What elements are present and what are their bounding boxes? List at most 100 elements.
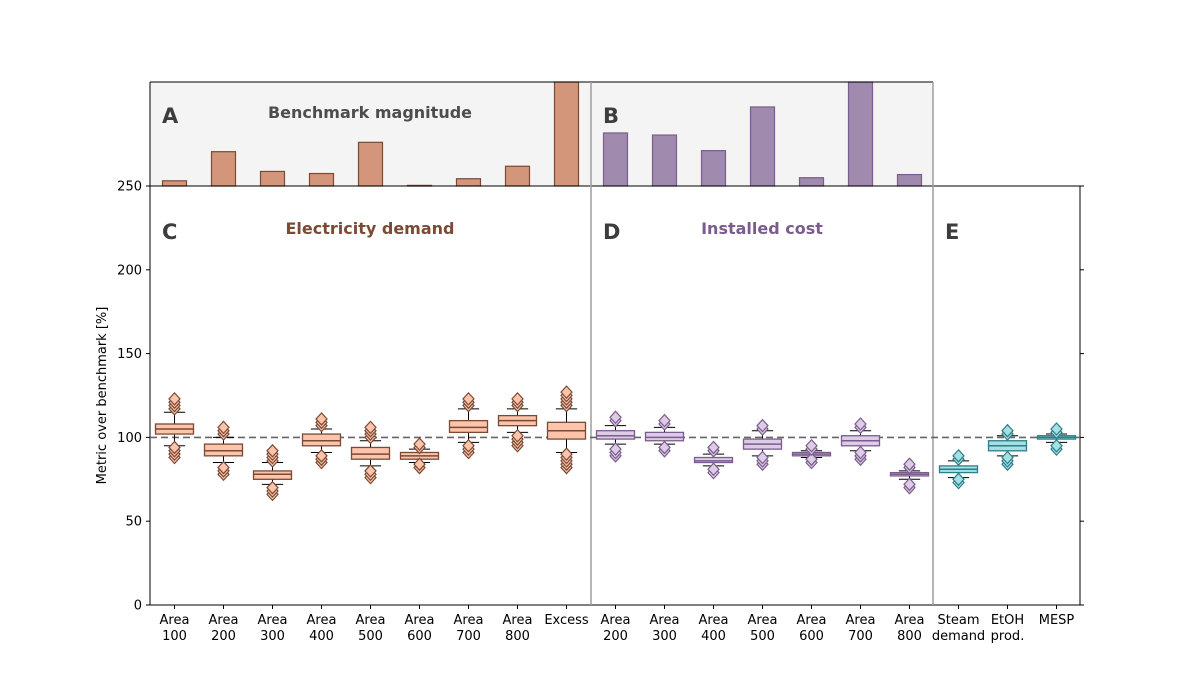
- box-electricity-2-iqr: [203, 443, 244, 457]
- box-electricity-2-flier-3: [217, 460, 230, 475]
- benchmark-bar-installed-cost-3: [700, 150, 727, 187]
- benchmark-bar-installed-cost-1: [602, 132, 629, 187]
- y-axis-label: Metric over benchmark [%]: [95, 307, 110, 485]
- box-steam-3-flier-4: [1050, 422, 1063, 436]
- box-electricity-6-flier-2: [413, 457, 426, 472]
- x-tick-label-line1: EtOH: [991, 613, 1024, 628]
- benchmark-bar-electricity-4: [308, 172, 335, 187]
- x-tick-label-line1: Steam: [938, 613, 980, 628]
- box-cost-3-iqr: [693, 456, 734, 464]
- main-axes-frame: [149, 185, 1081, 606]
- x-tick-label-line2: 800: [897, 629, 922, 644]
- box-cost-2-flier-2: [658, 440, 671, 455]
- box-electricity-8-flier-7: [511, 391, 524, 406]
- box-electricity-8-flier-4: [511, 428, 524, 443]
- benchmark-bar-installed-cost-6: [847, 81, 874, 187]
- benchmark-bar-installed-cost-4: [749, 106, 776, 187]
- x-tick-label-line1: Area: [748, 613, 778, 628]
- x-tick-label-line2: 100: [162, 629, 187, 644]
- x-tick-label-line2: 500: [358, 629, 383, 644]
- box-cost-1-iqr: [595, 430, 636, 440]
- box-cost-6-flier-5: [854, 417, 867, 431]
- x-tick-label-line2: 500: [750, 629, 775, 644]
- benchmark-bar-installed-cost-7: [896, 173, 923, 187]
- box-cost-1-flier-3: [609, 442, 622, 457]
- box-steam-3-flier-2: [1050, 438, 1063, 453]
- box-electricity-7-flier-3: [462, 438, 475, 453]
- box-cost-2-iqr: [644, 431, 685, 442]
- x-tick-label-line2: demand: [932, 629, 985, 644]
- x-tick-label-line1: Area: [846, 613, 876, 628]
- benchmark-bar-electricity-3: [259, 170, 286, 187]
- x-tick-label-line1: Area: [160, 613, 190, 628]
- panel-letter-d: D: [603, 220, 620, 244]
- x-tick-label-line2: 300: [260, 629, 285, 644]
- x-tick-label-line2: 600: [799, 629, 824, 644]
- benchmark-bar-installed-cost-2: [651, 134, 678, 187]
- box-electricity-3-flier-7: [266, 443, 279, 458]
- x-tick-label-line1: Area: [503, 613, 533, 628]
- benchmark-bar-electricity-2: [210, 151, 237, 187]
- box-electricity-7-flier-6: [462, 391, 475, 406]
- box-steam-2-flier-5: [1001, 423, 1014, 438]
- panel-title-electricity-demand: Electricity demand: [285, 219, 454, 238]
- panel-letter-b: B: [603, 104, 619, 128]
- benchmark-bar-electricity-7: [455, 178, 482, 187]
- x-tick-label-line2: 300: [652, 629, 677, 644]
- x-tick-label-line2: 800: [505, 629, 530, 644]
- box-electricity-5-flier-7: [364, 420, 377, 435]
- benchmark-bar-electricity-5: [357, 141, 384, 187]
- box-steam-2-flier-3: [1001, 450, 1014, 465]
- x-tick-label-line1: Area: [356, 613, 386, 628]
- box-cost-4-flier-3: [756, 450, 769, 465]
- y-tick-label: 250: [117, 180, 142, 195]
- box-electricity-4-flier-6: [315, 412, 328, 426]
- box-electricity-9-flier-5: [560, 447, 573, 462]
- x-tick-label-line2: 700: [456, 629, 481, 644]
- panel-letter-a: A: [162, 104, 179, 128]
- x-tick-label-line1: Excess: [544, 613, 589, 628]
- box-electricity-7-iqr: [448, 419, 489, 434]
- box-electricity-5-iqr: [350, 446, 391, 460]
- box-electricity-6-flier-4: [413, 437, 426, 451]
- box-cost-3-flier-4: [707, 440, 720, 455]
- y-tick-label: 200: [117, 263, 142, 278]
- x-tick-label-line1: Area: [209, 613, 239, 628]
- x-tick-label-line1: Area: [895, 613, 925, 628]
- box-cost-1-flier-5: [609, 410, 622, 425]
- box-cost-6-flier-3: [854, 445, 867, 460]
- x-tick-label-line2: 400: [701, 629, 726, 644]
- x-tick-label-line1: Area: [405, 613, 435, 628]
- box-electricity-5-flier-3: [364, 464, 377, 478]
- x-tick-label-line1: Area: [650, 613, 680, 628]
- x-tick-label-line2: 400: [309, 629, 334, 644]
- x-tick-label-line2: 200: [603, 629, 628, 644]
- benchmark-bar-electricity-1: [161, 180, 188, 187]
- panel-title-installed-cost: Installed cost: [701, 219, 823, 238]
- benchmark-bar-electricity-9: [553, 81, 580, 187]
- x-tick-label-line1: Area: [797, 613, 827, 628]
- panel-title-benchmark-magnitude: Benchmark magnitude: [268, 103, 472, 122]
- x-tick-label-line1: Area: [258, 613, 288, 628]
- box-cost-3-flier-2: [707, 462, 720, 477]
- box-electricity-3-flier-3: [266, 480, 279, 495]
- benchmark-bar-installed-cost-5: [798, 177, 825, 187]
- box-steam-1-flier-2: [952, 472, 965, 487]
- box-cost-7-flier-4: [903, 457, 916, 472]
- x-tick-label-line1: Area: [699, 613, 729, 628]
- box-electricity-9-flier-10: [560, 385, 573, 400]
- y-tick-label: 50: [125, 515, 142, 530]
- panel-letter-e: E: [945, 220, 959, 244]
- x-tick-label-line1: Area: [601, 613, 631, 628]
- x-tick-label-line1: MESP: [1039, 613, 1075, 628]
- x-tick-label-line1: Area: [307, 613, 337, 628]
- box-cost-4-flier-5: [756, 418, 769, 433]
- box-cost-5-flier-2: [805, 452, 818, 467]
- box-cost-5-flier-4: [805, 438, 818, 453]
- x-tick-label-line2: prod.: [991, 629, 1025, 644]
- box-electricity-2-flier-6: [217, 420, 230, 435]
- box-cost-2-flier-4: [658, 413, 671, 428]
- y-tick-label: 0: [134, 599, 142, 614]
- panel-letter-c: C: [162, 220, 177, 244]
- x-tick-label-line2: 600: [407, 629, 432, 644]
